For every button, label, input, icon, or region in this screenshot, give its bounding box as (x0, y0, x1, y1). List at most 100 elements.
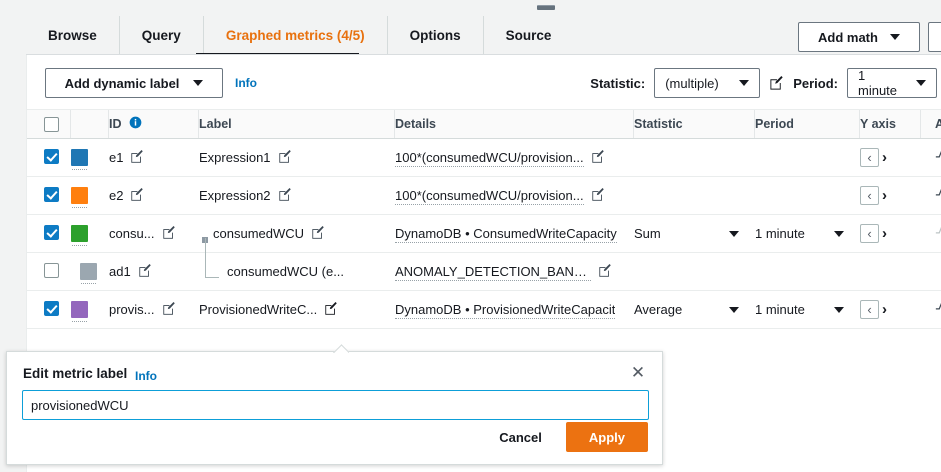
row-details: 100*(consumedWCU/provision... (395, 187, 584, 205)
header-id: ID (109, 110, 199, 138)
row-checkbox[interactable] (44, 300, 59, 316)
row-label: Expression1 (199, 150, 271, 165)
row-label: consumedWCU (e... (227, 264, 345, 279)
edit-details-icon[interactable] (591, 188, 606, 203)
row-checkbox-cell (27, 148, 71, 167)
color-swatch[interactable] (71, 225, 88, 246)
color-swatch[interactable] (71, 149, 88, 170)
row-statistic-cell[interactable]: Sum (634, 226, 755, 241)
statistic-label: Statistic: (590, 75, 646, 91)
row-id: provis... (109, 302, 155, 317)
period-select[interactable]: 1 minute (847, 68, 937, 98)
chevron-down-icon[interactable] (834, 306, 844, 313)
yaxis-left-button[interactable]: ‹ (860, 148, 879, 167)
edit-details-icon[interactable] (598, 264, 613, 279)
tab-query[interactable]: Query (120, 16, 204, 54)
chevron-down-icon[interactable] (834, 230, 844, 237)
row-id-cell: provis... (109, 302, 199, 317)
row-checkbox[interactable] (44, 148, 59, 164)
table-row[interactable]: ad1 consumedWCU (e... ANOMALY_DETECTION_… (27, 253, 941, 291)
edit-label-icon[interactable] (278, 188, 293, 203)
yaxis-left-button[interactable]: ‹ (860, 224, 879, 243)
yaxis-right-button[interactable]: › (882, 149, 887, 166)
edit-id-icon[interactable] (130, 188, 145, 203)
edit-id-icon[interactable] (130, 150, 145, 165)
chevron-down-icon[interactable] (729, 230, 739, 237)
anomaly-detection-icon[interactable] (935, 225, 941, 242)
edit-id-icon[interactable] (162, 226, 177, 241)
row-details: DynamoDB • ProvisionedWriteCapacit (395, 301, 616, 319)
row-id-cell: e2 (109, 188, 199, 203)
yaxis-left-button[interactable]: ‹ (860, 186, 879, 205)
row-id: e1 (109, 150, 124, 165)
header-statistic-text: Statistic (634, 117, 683, 131)
edit-statistic-icon[interactable] (769, 75, 784, 91)
statistic-select[interactable]: (multiple) (654, 68, 761, 98)
close-icon[interactable]: ✕ (630, 362, 646, 382)
yaxis-right-button[interactable]: › (882, 187, 887, 204)
add-dynamic-label-button[interactable]: Add dynamic label (45, 68, 223, 98)
row-checkbox-cell (27, 186, 71, 205)
minimize-handle[interactable] (537, 5, 555, 10)
yaxis-right-button[interactable]: › (882, 225, 887, 242)
statistic-period-group: Statistic: (multiple) Period: 1 minute (590, 68, 937, 98)
cancel-button[interactable]: Cancel (493, 429, 548, 446)
header-color (71, 110, 109, 138)
row-id-cell: e1 (109, 150, 199, 165)
edit-id-icon[interactable] (138, 264, 153, 279)
header-period-text: Period (755, 117, 794, 131)
row-checkbox-cell (27, 300, 71, 319)
yaxis-left-button[interactable]: ‹ (860, 300, 879, 319)
tab-options[interactable]: Options (388, 16, 484, 54)
tree-node-marker (202, 237, 208, 243)
apply-button[interactable]: Apply (565, 422, 648, 452)
anomaly-detection-icon[interactable] (935, 187, 941, 204)
edit-label-icon[interactable] (311, 226, 326, 241)
chevron-down-icon[interactable] (729, 306, 739, 313)
tab-graphed-metrics[interactable]: Graphed metrics (4/5) (204, 16, 388, 54)
row-checkbox-cell (27, 224, 71, 243)
row-color-cell (71, 187, 109, 208)
edit-label-icon[interactable] (278, 150, 293, 165)
row-statistic-cell[interactable]: Average (634, 302, 755, 317)
table-row[interactable]: provis... ProvisionedWriteC... DynamoDB … (27, 291, 941, 329)
table-row[interactable]: consu... consumedWCU DynamoDB • Consumed… (27, 215, 941, 278)
period-value: 1 minute (858, 68, 898, 98)
color-swatch[interactable] (80, 263, 97, 284)
info-link-popover[interactable]: Info (135, 369, 157, 383)
table-row[interactable]: e1 Expression1 100*(consumedWCU/provisio… (27, 139, 941, 177)
edit-details-icon[interactable] (591, 150, 606, 165)
row-actions-cell (921, 225, 941, 242)
row-actions-cell (921, 301, 941, 318)
add-math-button[interactable]: Add math (798, 22, 920, 52)
color-swatch[interactable] (71, 187, 88, 208)
row-checkbox[interactable] (44, 186, 59, 202)
table-row[interactable]: e2 Expression2 100*(consumedWCU/provisio… (27, 177, 941, 215)
metric-label-input[interactable] (22, 390, 649, 420)
tab-browse[interactable]: Browse (26, 16, 120, 54)
info-circle-icon[interactable] (129, 116, 142, 132)
row-checkbox[interactable] (44, 262, 59, 278)
row-period-cell[interactable]: 1 minute (755, 226, 860, 241)
header-details-text: Details (395, 117, 436, 131)
tab-source[interactable]: Source (484, 16, 574, 54)
metrics-controls-row: Add dynamic label Info Statistic: (multi… (27, 55, 941, 109)
info-link-dynamic-label[interactable]: Info (235, 76, 257, 90)
tab-browse-label: Browse (48, 27, 97, 43)
row-checkbox[interactable] (44, 224, 59, 240)
yaxis-right-button[interactable]: › (882, 301, 887, 318)
anomaly-detection-icon[interactable] (935, 301, 941, 318)
anomaly-detection-icon[interactable] (935, 149, 941, 166)
header-actions: Acti (921, 110, 941, 138)
chevron-down-icon (916, 80, 926, 86)
add-query-button[interactable] (928, 22, 941, 52)
row-period-cell[interactable]: 1 minute (755, 302, 860, 317)
row-label: consumedWCU (213, 226, 305, 241)
header-statistic: Statistic (634, 110, 755, 138)
edit-label-icon[interactable] (324, 302, 339, 317)
add-math-label: Add math (818, 29, 878, 45)
select-all-checkbox[interactable] (44, 116, 59, 132)
edit-id-icon[interactable] (162, 302, 177, 317)
row-id: e2 (109, 188, 124, 203)
color-swatch[interactable] (71, 301, 88, 322)
